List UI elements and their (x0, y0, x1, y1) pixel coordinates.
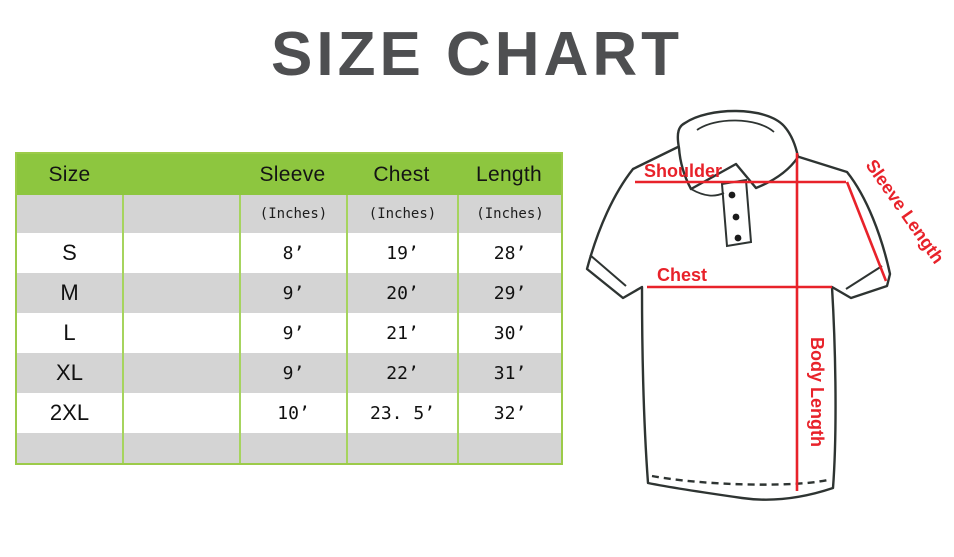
shirt-body-outline (585, 143, 892, 501)
length-value: 29’ (457, 273, 561, 313)
table-row-m: M 9’ 20’ 29’ (17, 273, 561, 313)
col-header-chest: Chest (373, 162, 430, 186)
body-length-label: Body Length (807, 337, 827, 447)
length-value: 32’ (457, 393, 561, 433)
button-icon (732, 213, 740, 221)
table-row-l: L 9’ 21’ 30’ (17, 313, 561, 353)
size-label: M (60, 280, 79, 305)
button-icon (734, 234, 742, 242)
blank-cell (122, 433, 239, 463)
length-value: 28’ (457, 233, 561, 273)
page-title: SIZE CHART (271, 20, 683, 89)
size-label: XL (56, 360, 83, 385)
right-cuff-line (845, 265, 883, 290)
table-row-s: S 8’ 19’ 28’ (17, 233, 561, 273)
blank-cell (17, 433, 122, 463)
neck-seam (690, 188, 725, 197)
shoulder-label: Shoulder (644, 161, 722, 181)
length-value: 31’ (457, 353, 561, 393)
chest-label: Chest (657, 265, 707, 285)
table-units-row: (Inches) (Inches) (Inches) (17, 195, 561, 233)
blank-cell (346, 433, 457, 463)
size-label: L (63, 320, 76, 345)
polo-shirt-illustration: Shoulder Chest Sleeve Length Body Length (585, 109, 948, 501)
blank-cell (122, 233, 239, 273)
hem-stitch-line (651, 474, 829, 486)
units-cell: (Inches) (239, 195, 346, 233)
chest-value: 19’ (346, 233, 457, 273)
table-empty-row (17, 433, 561, 463)
blank-cell (239, 433, 346, 463)
blank-cell (457, 433, 561, 463)
units-cell: (Inches) (346, 195, 457, 233)
size-table: Size Sleeve Chest Length (Inches) (Inche… (15, 152, 563, 465)
sleeve-value: 10’ (239, 393, 346, 433)
blank-cell (122, 273, 239, 313)
button-icon (728, 191, 736, 199)
sleeve-value: 9’ (239, 353, 346, 393)
length-value: 30’ (457, 313, 561, 353)
col-header-blank (122, 154, 239, 195)
blank-cell (122, 353, 239, 393)
col-header-size: Size (48, 162, 91, 186)
blank-cell (122, 313, 239, 353)
table-row-xl: XL 9’ 22’ 31’ (17, 353, 561, 393)
table-row-2xl: 2XL 10’ 23. 5’ 32’ (17, 393, 561, 433)
size-label: S (62, 240, 77, 265)
sleeve-value: 8’ (239, 233, 346, 273)
table-header-row: Size Sleeve Chest Length (17, 154, 561, 195)
chest-value: 20’ (346, 273, 457, 313)
units-cell (17, 195, 122, 233)
chest-value: 22’ (346, 353, 457, 393)
chest-value: 21’ (346, 313, 457, 353)
sleeve-length-measure-line (845, 181, 888, 282)
collar (676, 109, 800, 191)
blank-cell (122, 393, 239, 433)
sleeve-value: 9’ (239, 313, 346, 353)
units-cell (122, 195, 239, 233)
collar-band-seam (696, 119, 775, 133)
shirt-measurement-diagram: Shoulder Chest Sleeve Length Body Length (565, 105, 954, 557)
sleeve-value: 9’ (239, 273, 346, 313)
col-header-length: Length (475, 162, 543, 186)
size-label: 2XL (49, 400, 90, 425)
units-cell: (Inches) (457, 195, 561, 233)
chest-value: 23. 5’ (346, 393, 457, 433)
col-header-sleeve: Sleeve (259, 162, 326, 186)
left-cuff-line (589, 254, 627, 287)
